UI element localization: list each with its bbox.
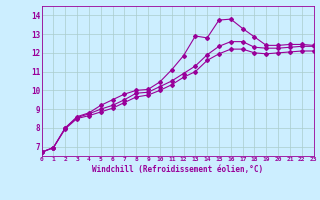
X-axis label: Windchill (Refroidissement éolien,°C): Windchill (Refroidissement éolien,°C) [92,165,263,174]
